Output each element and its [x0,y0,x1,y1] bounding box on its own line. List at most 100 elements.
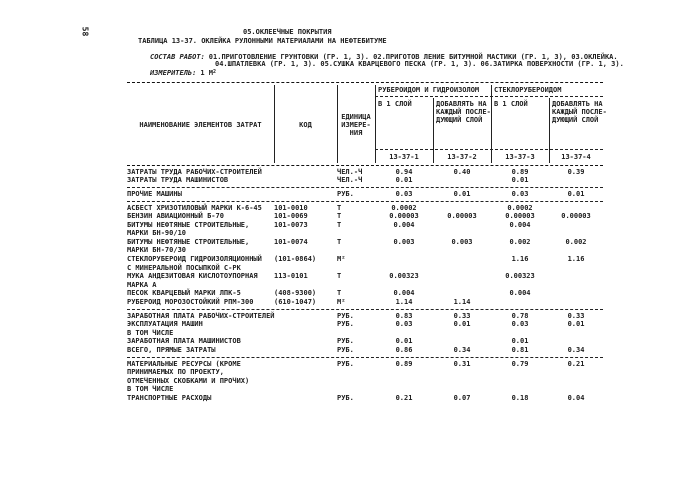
header-divider [433,97,434,163]
cell-value: 0.03 [395,320,413,329]
table-row: МАТЕРИАЛЬНЫЕ РЕСУРСЫ (КРОМЕ ПРИНИМАЕМЫХ П… [127,360,603,394]
cell-code: (101-0864) [274,255,317,264]
table-row: РУБЕРОИД МОРОЗОСТОЙКИЙ РПМ-300 (610-1047)… [127,298,603,307]
norm-code-1: 13-37-1 [389,152,419,161]
cell-unit: ЧЕЛ.-Ч [337,167,363,176]
cell-value: 0.40 [453,167,471,176]
column-header-code: КОД [299,120,312,129]
measure-unit-line: ИЗМЕРИТЕЛЬ: 1 М2 [127,69,603,77]
cell-unit: М² [337,255,346,264]
header-divider [549,97,550,163]
section-rule [127,356,603,358]
name-line: С МИНЕРАЛЬНОЙ ПОСЫПКОЙ С-РК [127,263,241,272]
cell-value: 0.01 [511,337,529,346]
cell-value: 0.003 [451,237,473,246]
cell-value: 0.34 [453,346,471,354]
table-row: ЗАТРАТЫ ТРУДА МАШИНИСТОВ ЧЕЛ.-Ч 0.01 0.01 [127,176,603,185]
cell-code: 101-0069 [274,212,308,221]
name-line: МУКА АНДЕЗИТОВАЯ КИСЛОТОУПОРНАЯ [127,272,258,281]
cell-value: 0.00003 [505,212,535,221]
cell-code: 101-0073 [274,220,308,229]
column-header-name: НАИМЕНОВАНИЕ ЭЛЕМЕНТОВ ЗАТРАТ [139,120,262,129]
table-row: ЗАТРАТЫ ТРУДА РАБОЧИХ-СТРОИТЕЛЕЙ ЧЕЛ.-Ч 0.… [127,168,603,177]
cell-value: 0.79 [511,359,529,368]
work-composition-label: СОСТАВ РАБОТ: [150,53,205,61]
section-title: 05.ОКЛЕЕЧНЫЕ ПОКРЫТИЯ [243,28,332,36]
cell-value: 0.00323 [389,272,419,281]
name-line: БЕНЗИН АВИАЦИОННЫЙ Б-70 [127,212,224,221]
cell-unit: Т [337,212,342,221]
cell-value: 0.33 [567,311,585,320]
work-composition-block: СОСТАВ РАБОТ: 01.ПРИГОТОВЛЕНИЕ ГРУНТОВКИ … [127,53,624,78]
group-underline [375,95,603,97]
table-row: ПЕСОК КВАРЦЕВЫЙ МАРКИ ЛПК-5 (408-9300) Т 0.… [127,289,603,298]
name-line: В ТОМ ЧИСЛЕ [127,328,174,337]
cell-value: 0.01 [453,320,471,329]
cell-name: БИТУМЫ НЕФТЯНЫЕ СТРОИТЕЛЬНЫЕ, МАРКИ БН-90… [127,221,274,238]
cell-value: 0.00003 [447,212,477,221]
cell-value: 0.78 [511,311,529,320]
cell-value: 1.14 [395,298,413,307]
table-title: ТАБЛИЦА 13-37. ОКЛЕЙКА РУЛОННЫМИ МАТЕРИА… [138,37,387,45]
page-number: 58 [80,26,90,37]
cell-value: 0.01 [395,337,413,346]
work-composition-line2: 04.ШПАТЛЕВКА (ГР. 1, 3). 05.СУШКА КВАРЦЕ… [127,61,624,68]
section-rule [127,308,603,310]
cell-unit: РУБ. [337,337,354,346]
cell-value: 1.14 [453,298,471,307]
name-line: ПРОЧИЕ МАШИНЫ [127,189,182,198]
name-line: СТЕКЛОРУБЕРОИД ГИДРОИЗОЛЯЦИОННЫЙ [127,255,262,264]
table-row: ЗАРАБОТНАЯ ПЛАТА МАШИНИСТОВ РУБ. 0.01 0.01 [127,337,603,346]
cell-name: ПРОЧИЕ МАШИНЫ [127,190,274,199]
norm-codes-overline [375,148,603,150]
cell-name: ТРАНСПОРТНЫЕ РАСХОДЫ [127,394,274,403]
work-composition-line1: СОСТАВ РАБОТ: 01.ПРИГОТОВЛЕНИЕ ГРУНТОВКИ … [127,53,618,61]
name-line: МАТЕРИАЛЬНЫЕ РЕСУРСЫ (КРОМЕ [127,359,241,368]
table-row: ВСЕГО, ПРЯМЫЕ ЗАТРАТЫ РУБ. 0.86 0.34 0.81 0.3… [127,346,603,355]
norm-code-2: 13-37-2 [447,152,477,161]
cell-value: 0.004 [509,220,531,229]
cell-value: 0.89 [395,359,413,368]
cell-value: 0.07 [453,393,471,402]
subheader-add-layer-1: ДОБАВЛЯТЬ НА КАЖДЫЙ ПОСЛЕ- ДУЮЩИЙ СЛОЙ [436,99,491,124]
header-divider [375,84,376,163]
cell-value: 0.003 [393,237,415,246]
table-top-rule [127,81,603,83]
name-line: ЗАРАБОТНАЯ ПЛАТА РАБОЧИХ-СТРОИТЕЛЕЙ [127,311,275,320]
name-line: ЗАРАБОТНАЯ ПЛАТА МАШИНИСТОВ [127,337,241,346]
table-header: НАИМЕНОВАНИЕ ЭЛЕМЕНТОВ ЗАТРАТ КОД ЕДИНИЦ… [127,84,607,163]
table-row: ЗАРАБОТНАЯ ПЛАТА РАБОЧИХ-СТРОИТЕЛЕЙ РУБ. 0… [127,312,603,321]
header-divider [337,84,338,163]
cell-unit: РУБ. [337,320,354,329]
table-row: БИТУМЫ НЕФТЯНЫЕ СТРОИТЕЛЬНЫЕ, МАРКИ БН-70… [127,238,603,255]
name-line: В ТОМ ЧИСЛЕ [127,385,174,394]
cell-value: 0.0002 [507,203,533,212]
cell-value: 0.04 [567,393,585,402]
cell-name: ВСЕГО, ПРЯМЫЕ ЗАТРАТЫ [127,346,274,355]
header-divider [491,84,492,163]
cell-unit: Т [337,237,342,246]
name-line: ПРИНИМАЕМЫХ ПО ПРОЕКТУ, [127,368,224,377]
name-line: МАРКИ БН-90/10 [127,229,187,238]
cell-unit: РУБ. [337,393,354,402]
measure-unit-superscript: 2 [213,69,217,76]
subheader-one-layer-1: В 1 СЛОЙ [378,99,412,108]
table-row: АСБЕСТ ХРИЗОТИЛОВЫЙ МАРКИ К-6-45 101-0010… [127,204,603,213]
name-line: РУБЕРОИД МОРОЗОСТОЙКИЙ РПМ-300 [127,298,254,307]
cell-unit: РУБ. [337,311,354,320]
cell-code: 113-0101 [274,272,308,281]
cell-value: 0.03 [511,189,529,198]
document-content: 05.ОКЛЕЕЧНЫЕ ПОКРЫТИЯ ТАБЛИЦА 13-37. ОКЛ… [127,28,624,403]
cell-unit: РУБ. [337,189,354,198]
cell-unit: ЧЕЛ.-Ч [337,176,363,185]
cell-value: 0.86 [395,346,413,354]
cell-value: 0.004 [393,289,415,298]
name-line: ВСЕГО, ПРЯМЫЕ ЗАТРАТЫ [127,346,216,354]
cell-value: 0.94 [395,167,413,176]
cell-name: ПЕСОК КВАРЦЕВЫЙ МАРКИ ЛПК-5 [127,289,274,298]
cell-value: 1.16 [567,255,585,264]
group-header-stekloruberoid: СТЕКЛОРУБЕРОИДОМ [494,85,562,94]
header-divider [274,84,275,163]
cell-value: 0.002 [509,237,531,246]
table-header-rule [127,164,603,166]
